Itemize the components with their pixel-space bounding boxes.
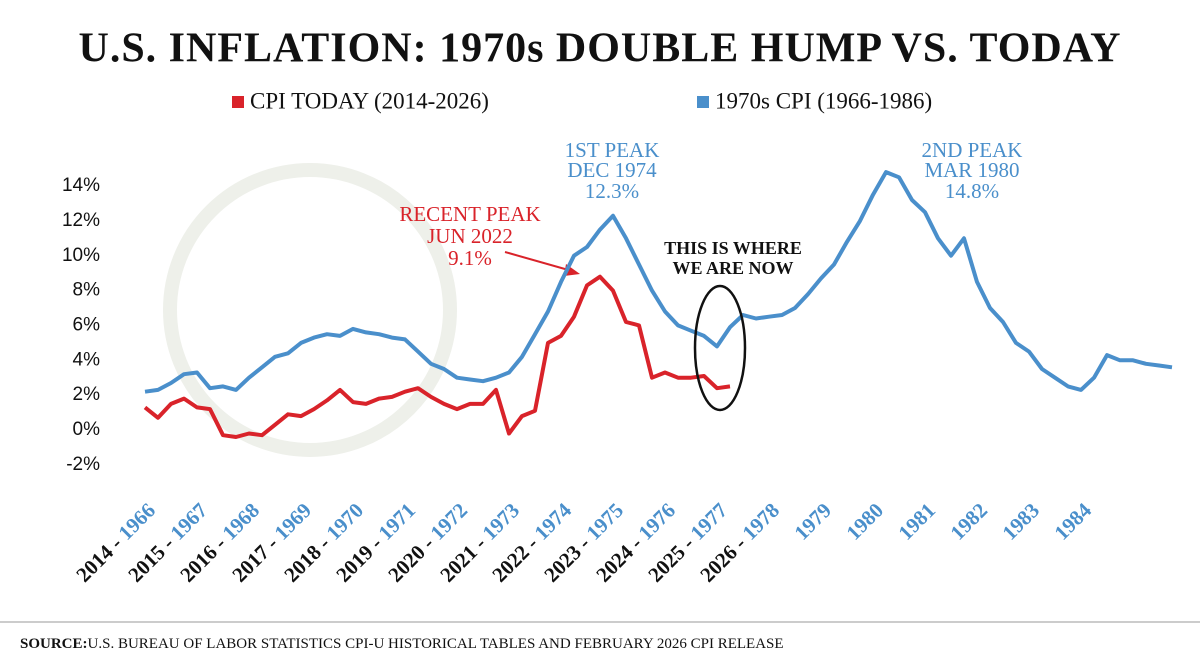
chart-title: U.S. INFLATION: 1970s DOUBLE HUMP VS. TO… (78, 26, 1121, 72)
y-tick-label: 6% (73, 314, 101, 335)
y-tick-label: 4% (73, 349, 101, 370)
source-label: SOURCE: (20, 636, 88, 652)
legend-swatch (697, 96, 709, 108)
legend: CPI TODAY (2014-2026) 1970s CPI (1966-198… (232, 88, 932, 113)
annotation-first-peak: 1ST PEAK DEC 1974 12.3% (565, 138, 660, 203)
y-tick-label: 10% (62, 245, 100, 266)
annotation-text: 2ND PEAK (922, 138, 1023, 162)
annotation-text: THIS IS WHERE (664, 238, 802, 258)
y-tick-label: 12% (62, 210, 100, 231)
highlight-ellipse (693, 284, 747, 412)
y-tick-label: 14% (62, 175, 100, 196)
y-tick-label: 8% (73, 280, 101, 301)
legend-label: CPI TODAY (2014-2026) (250, 88, 489, 113)
annotation-text: RECENT PEAK (399, 202, 540, 226)
series-line (144, 170, 1173, 394)
legend-swatch (232, 96, 244, 108)
annotation-second-peak: 2ND PEAK MAR 1980 14.8% (922, 138, 1023, 203)
annotation-text: MAR 1980 (924, 158, 1019, 182)
legend-label: 1970s CPI (1966-1986) (715, 88, 932, 113)
watermark (163, 163, 457, 457)
annotation-text: JUN 2022 (427, 224, 513, 248)
annotation-text: WE ARE NOW (672, 258, 793, 278)
y-tick-label: -2% (66, 454, 100, 475)
annotation-text: DEC 1974 (567, 158, 657, 182)
annotation-text: 12.3% (585, 179, 639, 203)
annotation-text: 1ST PEAK (565, 138, 660, 162)
arrow-line (504, 251, 573, 272)
y-tick-label: 0% (73, 419, 101, 440)
annotation-now: THIS IS WHERE WE ARE NOW (664, 238, 802, 278)
source: SOURCE:U.S. BUREAU OF LABOR STATISTICS C… (20, 636, 784, 652)
y-tick-label: 2% (73, 384, 101, 405)
annotation-recent-peak: RECENT PEAK JUN 2022 9.1% (399, 202, 540, 270)
annotation-text: 9.1% (448, 246, 492, 270)
series-line (143, 274, 731, 439)
annotation-text: 14.8% (945, 179, 999, 203)
source-text: U.S. BUREAU OF LABOR STATISTICS CPI-U HI… (88, 636, 784, 652)
